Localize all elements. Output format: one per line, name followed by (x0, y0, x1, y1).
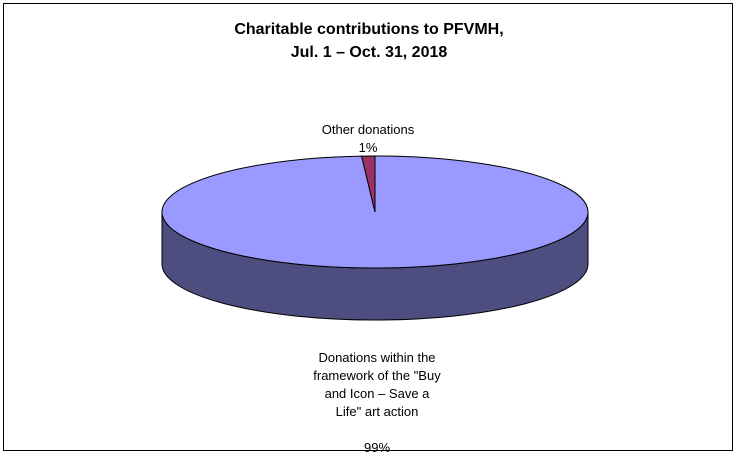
chart-frame: Charitable contributions to PFVMH, Jul. … (3, 3, 733, 455)
slice-label-other-donations: Other donations 1% (298, 121, 438, 157)
pie-chart (161, 155, 589, 321)
slice-label-other-value: 1% (358, 140, 378, 155)
chart-title-line-2: Jul. 1 – Oct. 31, 2018 (290, 44, 448, 61)
slice-label-other-name: Other donations (321, 122, 415, 137)
slice-label-main-name: Donations within the framework of the "B… (313, 350, 441, 419)
pie-slice-other-donations (360, 155, 376, 213)
slice-label-main-value: 99% (363, 440, 391, 455)
slice-label-art-action-donations: Donations within the framework of the "B… (297, 331, 457, 475)
chart-title-line-1: Charitable contributions to PFVMH, (234, 21, 504, 38)
